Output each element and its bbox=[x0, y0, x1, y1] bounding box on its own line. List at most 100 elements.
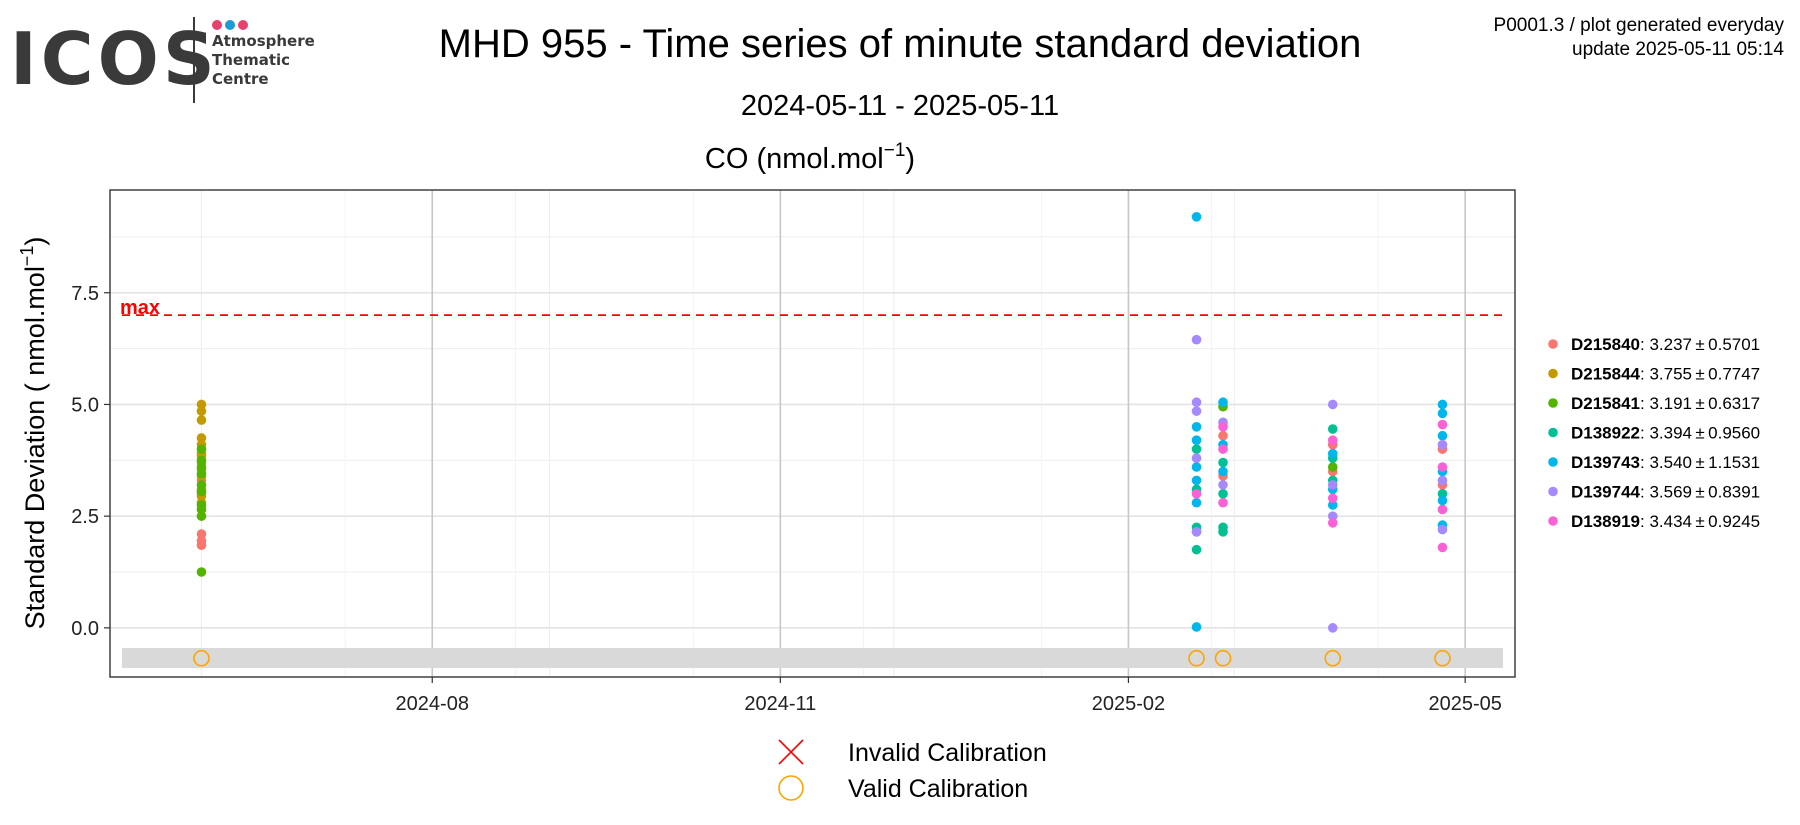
icos-logo: ICOS Atmosphere Thematic Centre bbox=[10, 14, 330, 104]
legend-swatch bbox=[1548, 398, 1558, 408]
data-point bbox=[1437, 430, 1448, 441]
logo-dot bbox=[238, 20, 248, 30]
valid-calibration-marker bbox=[1188, 649, 1205, 667]
data-point bbox=[1437, 399, 1448, 410]
data-point bbox=[1327, 462, 1338, 472]
legend-swatch bbox=[1548, 368, 1558, 379]
page-title: MHD 955 - Time series of minute standard… bbox=[438, 22, 1362, 66]
logo-divider bbox=[193, 17, 195, 103]
data-point bbox=[1327, 511, 1338, 521]
legend-item: D138922: 3.394 ± 0.9560 bbox=[1548, 424, 1760, 443]
legend-swatch bbox=[1548, 516, 1558, 526]
data-point bbox=[196, 455, 207, 466]
data-point bbox=[196, 529, 207, 539]
data-point bbox=[196, 511, 207, 521]
data-point bbox=[1218, 457, 1228, 468]
data-point bbox=[1191, 544, 1202, 555]
legend-swatch bbox=[1548, 427, 1558, 438]
data-point bbox=[1191, 444, 1202, 454]
data-point bbox=[196, 500, 207, 510]
logo-dot bbox=[212, 20, 222, 30]
data-point bbox=[1191, 526, 1202, 537]
data-point bbox=[1191, 489, 1202, 499]
legend-item: D215840: 3.237 ± 0.5701 bbox=[1548, 335, 1760, 354]
data-point bbox=[196, 399, 207, 410]
calibration-legend-item: Invalid Calibration bbox=[778, 739, 1047, 767]
logo-sub-line: Atmosphere bbox=[212, 32, 315, 50]
legend-item: D215841: 3.191 ± 0.6317 bbox=[1548, 394, 1760, 413]
legend-label: D138919: 3.434 ± 0.9245 bbox=[1571, 512, 1760, 531]
data-point bbox=[1437, 462, 1448, 472]
meta-update: update 2025-05-11 05:14 bbox=[1572, 39, 1784, 60]
logo-wordmark: ICOS bbox=[10, 17, 219, 101]
calibration-legend-label: Invalid Calibration bbox=[848, 739, 1047, 767]
data-point bbox=[1437, 504, 1448, 515]
valid-calibration-marker bbox=[1324, 649, 1342, 667]
legend-item: D139743: 3.540 ± 1.1531 bbox=[1548, 453, 1760, 472]
data-point bbox=[1327, 623, 1338, 633]
legend-label: D139744: 3.569 ± 0.8391 bbox=[1571, 483, 1760, 502]
data-point bbox=[1191, 406, 1202, 416]
data-point bbox=[1327, 435, 1338, 446]
data-point bbox=[1191, 435, 1202, 446]
valid-calibration-marker bbox=[1214, 649, 1232, 667]
legend-label: D215844: 3.755 ± 0.7747 bbox=[1571, 365, 1760, 384]
series-D138919 bbox=[1191, 419, 1448, 553]
data-point bbox=[1437, 419, 1448, 430]
data-point bbox=[1437, 408, 1448, 419]
data-point bbox=[1191, 334, 1202, 345]
valid-calibration-marker bbox=[1434, 649, 1451, 667]
logo-dot bbox=[225, 20, 235, 30]
data-point bbox=[1191, 453, 1202, 463]
x-tick-label: 2025-05 bbox=[1428, 693, 1501, 715]
valid-calibration-icon bbox=[778, 775, 804, 801]
data-point bbox=[1437, 439, 1448, 450]
data-point bbox=[1327, 500, 1338, 510]
data-point bbox=[1327, 448, 1338, 459]
calibration-legend-label: Valid Calibration bbox=[848, 775, 1028, 803]
data-point bbox=[1218, 480, 1228, 490]
data-point bbox=[1191, 462, 1202, 472]
data-point bbox=[1218, 421, 1228, 432]
data-point bbox=[1437, 524, 1448, 535]
data-point bbox=[1218, 397, 1228, 408]
y-tick-label: 2.5 bbox=[71, 506, 99, 528]
data-point bbox=[196, 444, 207, 454]
data-point bbox=[196, 433, 207, 443]
y-tick-label: 5.0 bbox=[71, 394, 99, 416]
plot-meta: P0001.3 / plot generated everyday update… bbox=[1494, 14, 1784, 62]
data-point bbox=[1327, 480, 1338, 490]
invalid-calibration-icon bbox=[778, 739, 804, 765]
legend-item: D215844: 3.755 ± 0.7747 bbox=[1548, 365, 1760, 384]
logo-dots bbox=[212, 17, 251, 35]
data-point bbox=[1191, 212, 1202, 222]
legend-item: D139744: 3.569 ± 0.8391 bbox=[1548, 483, 1760, 502]
data-point bbox=[1218, 430, 1228, 441]
y-axis-label: Standard Deviation ( nmol.mol−1) bbox=[17, 237, 50, 630]
valid-calibration-marker bbox=[193, 649, 210, 667]
data-point bbox=[1327, 493, 1338, 504]
x-tick-label: 2024-08 bbox=[396, 693, 469, 715]
legend-label: D215840: 3.237 ± 0.5701 bbox=[1571, 335, 1760, 354]
data-point bbox=[1191, 397, 1202, 408]
data-point bbox=[1218, 466, 1228, 477]
data-point bbox=[1437, 489, 1448, 499]
data-point bbox=[1437, 475, 1448, 486]
data-point bbox=[1191, 475, 1202, 486]
y-tick-label: 7.5 bbox=[71, 283, 99, 305]
logo-sub-line: Centre bbox=[212, 70, 269, 88]
legend-swatch bbox=[1548, 486, 1558, 497]
plot-border bbox=[109, 189, 1516, 678]
data-point bbox=[1327, 518, 1338, 528]
data-point bbox=[1218, 444, 1228, 454]
series-D215841 bbox=[196, 401, 1338, 577]
meta-generated: P0001.3 / plot generated everyday bbox=[1493, 15, 1784, 36]
logo-subtitle: Atmosphere Thematic Centre bbox=[212, 32, 315, 89]
data-point bbox=[1437, 542, 1448, 553]
data-point bbox=[1191, 421, 1202, 432]
data-point bbox=[1327, 399, 1338, 410]
data-point bbox=[1218, 497, 1228, 508]
y-tick-label: 0.0 bbox=[71, 618, 99, 640]
data-point bbox=[196, 415, 207, 425]
